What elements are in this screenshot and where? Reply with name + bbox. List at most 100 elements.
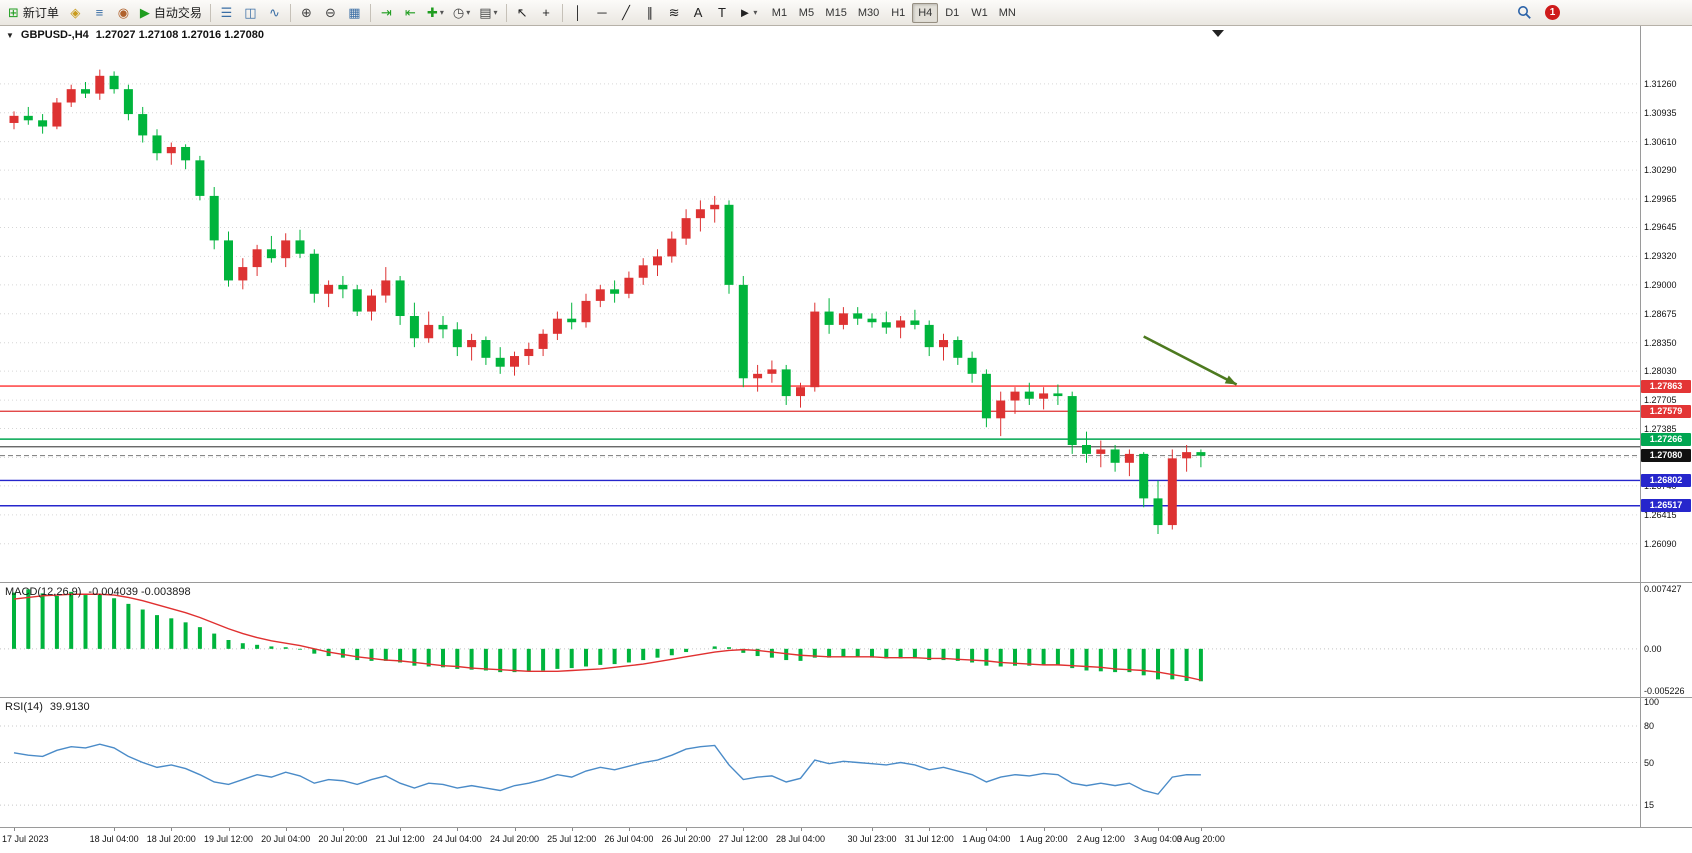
time-axis-label: 19 Jul 12:00	[203, 834, 254, 844]
time-axis-tick	[400, 827, 402, 831]
chevron-down-icon: ▾	[439, 8, 444, 17]
toolbar-separator	[561, 3, 563, 22]
vertical-line-button[interactable]: │	[567, 2, 590, 24]
timeframe-h4[interactable]: H4	[912, 2, 939, 23]
notification-badge[interactable]: 1	[1545, 5, 1560, 20]
time-axis-label: 20 Jul 20:00	[318, 834, 368, 844]
price-pane[interactable]	[0, 26, 1640, 582]
toolbar: ⊞ 新订单 ◈ ≡ ◉ ▶ 自动交易 ☰ ◫ ∿ ⊕ ⊖ ▦ ⇥ ⇤ ✚ ▾ ◷ ▾ ▤ ▾ ↖ + │ ─ ╱ ∥ ≋ A T ► ▾ M1…	[0, 0, 1692, 26]
price-macd-separator[interactable]	[0, 582, 1692, 583]
strategy-tester-button[interactable]: ◈	[64, 2, 87, 24]
toolbar-buttons: ⊞ 新订单 ◈ ≡ ◉ ▶ 自动交易 ☰ ◫ ∿ ⊕ ⊖ ▦ ⇥ ⇤ ✚ ▾ ◷ ▾ ▤ ▾ ↖ + │ ─ ╱ ∥ ≋ A T ► ▾	[4, 2, 761, 24]
fibonacci-icon: ≋	[668, 5, 680, 20]
cursor-icon: ↖	[516, 5, 528, 20]
price-tag: 1.27579	[1641, 404, 1691, 418]
chart-shift-button[interactable]: ⇤	[399, 2, 422, 24]
timeframe-group: M1 M5 M15 M30 H1 H4 D1 W1 MN	[766, 2, 1020, 23]
crosshair-button[interactable]: +	[535, 2, 558, 24]
channel-button[interactable]: ∥	[639, 2, 662, 24]
timeframe-w1[interactable]: W1	[971, 6, 988, 19]
text-button[interactable]: A	[687, 2, 710, 24]
search-button[interactable]	[1513, 2, 1536, 24]
chart-dropdown-icon[interactable]: ▼	[6, 30, 14, 40]
time-axis-tick	[14, 827, 15, 831]
trend-arrow-head	[1224, 375, 1237, 385]
time-axis-label: 18 Jul 20:00	[146, 834, 196, 844]
price-axis-border	[1640, 26, 1641, 827]
tile-windows-button[interactable]: ▦	[343, 2, 366, 24]
trendline-icon: ╱	[622, 5, 630, 20]
timeframe-mn[interactable]: MN	[998, 6, 1016, 19]
macd-pane[interactable]	[0, 583, 1640, 697]
templates-icon: ▤	[479, 5, 492, 20]
timeframe-h1[interactable]: H1	[891, 6, 906, 19]
candlestick-chart-button[interactable]: ◫	[239, 2, 262, 24]
price-axis-label: 1.29965	[1644, 194, 1677, 205]
price-tag: 1.26802	[1641, 473, 1691, 487]
macd-label: MACD(12,26,9) -0.004039 -0.003898	[5, 586, 191, 598]
tile-windows-icon: ▦	[348, 5, 361, 20]
new-order-icon: ⊞	[8, 5, 19, 20]
price-tag: 1.27266	[1641, 432, 1691, 446]
macd-values: -0.004039 -0.003898	[88, 586, 191, 598]
horizontal-line-button[interactable]: ─	[591, 2, 614, 24]
auto-scroll-button[interactable]: ⇥	[375, 2, 398, 24]
line-chart-button[interactable]: ∿	[263, 2, 286, 24]
macd-signal-line	[13, 593, 1202, 681]
chart-symbol-timeframe: GBPUSD-,H4	[20, 29, 89, 41]
bar-chart-icon: ☰	[220, 5, 233, 20]
new-order-button-label: 新订单	[22, 6, 59, 20]
time-axis-label: 18 Jul 04:00	[89, 834, 139, 844]
time-axis-tick	[228, 827, 230, 831]
chart-shift-marker[interactable]	[1212, 30, 1224, 37]
macd-rsi-separator[interactable]	[0, 697, 1692, 698]
chart-ohlc-values: 1.27027 1.27108 1.27016 1.27080	[95, 29, 264, 41]
bar-chart-button[interactable]: ☰	[215, 2, 238, 24]
time-axis-label: 30 Jul 23:00	[847, 834, 897, 844]
time-axis-tick	[743, 827, 745, 831]
mql5-community-button[interactable]: ◉	[112, 2, 135, 24]
text-icon: A	[693, 5, 703, 20]
search-icon	[1518, 6, 1531, 19]
market-watch-button[interactable]: ≡	[88, 2, 111, 24]
arrows-button[interactable]: ► ▾	[735, 2, 762, 24]
zoom-out-button[interactable]: ⊖	[319, 2, 342, 24]
time-axis-label: 26 Jul 04:00	[604, 834, 654, 844]
trendline-button[interactable]: ╱	[615, 2, 638, 24]
chart-title: ▼ GBPUSD-,H4 1.27027 1.27108 1.27016 1.2…	[6, 29, 264, 41]
templates-button[interactable]: ▤ ▾	[475, 2, 501, 24]
auto-trading-button[interactable]: ▶ 自动交易	[136, 2, 206, 24]
fibonacci-button[interactable]: ≋	[663, 2, 686, 24]
timeframe-m5[interactable]: M5	[798, 6, 815, 19]
price-tag: 1.27863	[1641, 379, 1691, 393]
timeframe-m1[interactable]: M1	[771, 6, 788, 19]
new-order-button[interactable]: ⊞ 新订单	[4, 2, 63, 24]
cursor-button[interactable]: ↖	[511, 2, 534, 24]
indicators-button[interactable]: ✚ ▾	[423, 2, 448, 24]
time-axis-label: 27 Jul 12:00	[718, 834, 768, 844]
time-axis-label: 3 Aug 04:00	[1133, 834, 1183, 844]
rsi-pane[interactable]	[0, 698, 1640, 827]
timeframe-m15[interactable]: M15	[825, 6, 847, 19]
toolbar-separator	[209, 3, 211, 22]
price-axis-label: 1.28350	[1644, 337, 1677, 348]
chart-area[interactable]: ▼ GBPUSD-,H4 1.27027 1.27108 1.27016 1.2…	[0, 26, 1692, 853]
time-axis-label: 3 Aug 20:00	[1176, 834, 1225, 844]
time-axis-tick	[342, 827, 344, 831]
price-tag: 1.26517	[1641, 499, 1691, 513]
time-axis-tick	[285, 827, 287, 831]
periods-button[interactable]: ◷ ▾	[449, 2, 474, 24]
timeframe-d1[interactable]: D1	[945, 6, 960, 19]
rsi-name: RSI(14)	[5, 701, 43, 713]
label-button[interactable]: T	[711, 2, 734, 24]
price-axis-label: 1.30290	[1644, 165, 1677, 176]
trend-arrow-annotation[interactable]	[1143, 335, 1238, 386]
channel-icon: ∥	[646, 5, 654, 20]
price-axis-label: 1.27385	[1644, 423, 1677, 434]
market-watch-icon: ≡	[95, 5, 104, 20]
zoom-in-button[interactable]: ⊕	[295, 2, 318, 24]
timeframe-m30[interactable]: M30	[857, 6, 880, 19]
time-axis-tick	[571, 827, 573, 831]
price-axis-label: 1.30610	[1644, 136, 1677, 147]
price-axis-label: 1.27705	[1644, 395, 1677, 406]
